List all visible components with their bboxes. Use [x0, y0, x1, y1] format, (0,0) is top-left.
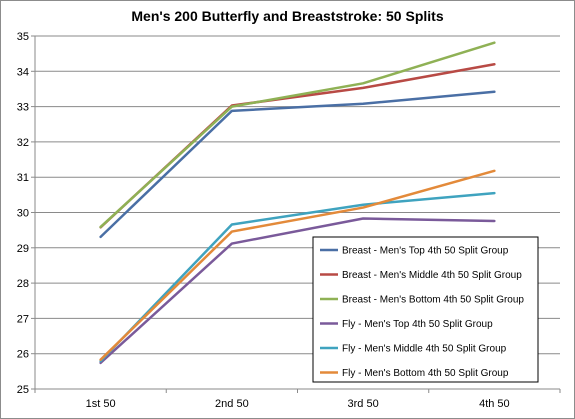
legend-entry-label: Fly - Men's Bottom 4th 50 Split Group: [342, 368, 509, 379]
legend: Breast - Men's Top 4th 50 Split Group Bre…: [313, 237, 538, 382]
legend-entry-label: Breast - Men's Middle 4th 50 Split Group: [342, 270, 522, 281]
x-tick-label: 2nd 50: [215, 398, 249, 410]
y-tick-label: 26: [17, 349, 29, 361]
legend-entry-label: Breast - Men's Bottom 4th 50 Split Group: [342, 295, 524, 306]
legend-box: [313, 237, 538, 382]
legend-entry-label: Fly - Men's Top 4th 50 Split Group: [342, 319, 493, 330]
y-tick-label: 32: [17, 137, 29, 149]
y-tick-label: 31: [17, 172, 29, 184]
y-tick-label: 30: [17, 208, 29, 220]
x-tick-label: 1st 50: [86, 398, 116, 410]
y-tick-label: 34: [17, 66, 29, 78]
legend-entry-label: Breast - Men's Top 4th 50 Split Group: [342, 246, 509, 257]
x-tick-label: 4th 50: [479, 398, 510, 410]
y-tick-label: 25: [17, 384, 29, 396]
y-tick-label: 35: [17, 31, 29, 43]
x-tick-label: 3rd 50: [348, 398, 379, 410]
y-tick-label: 28: [17, 278, 29, 290]
y-tick-label: 27: [17, 313, 29, 325]
series-line-2: [101, 64, 495, 227]
y-tick-label: 29: [17, 243, 29, 255]
legend-entry-label: Fly - Men's Middle 4th 50 Split Group: [342, 344, 507, 355]
y-tick-label: 33: [17, 102, 29, 114]
